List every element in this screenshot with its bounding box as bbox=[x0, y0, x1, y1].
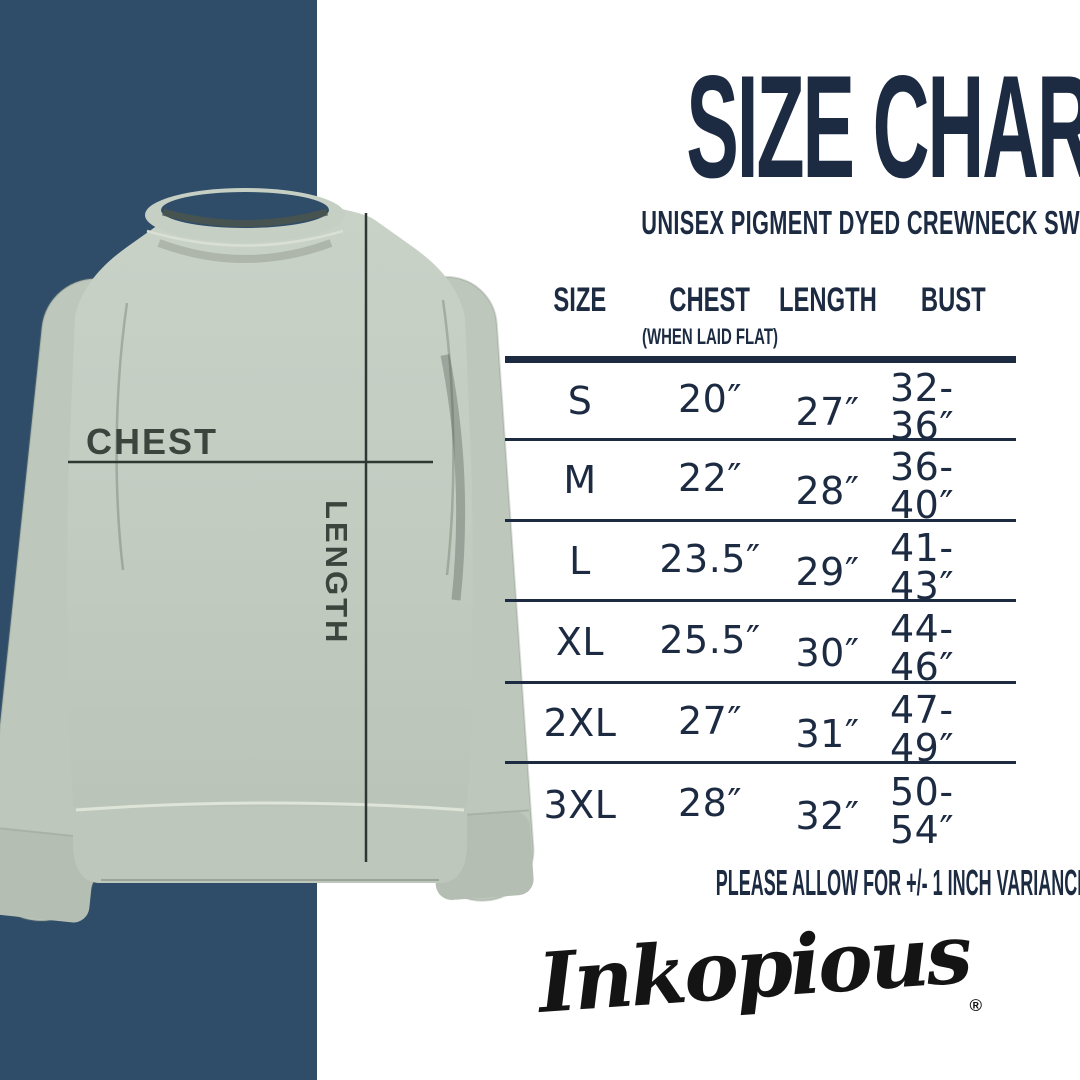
cell-length: 29″ bbox=[795, 549, 860, 594]
cell-bust: 47-49″ bbox=[890, 687, 955, 770]
cell-length: 28″ bbox=[795, 469, 860, 513]
sweatshirt-photo bbox=[0, 188, 535, 923]
cell-length: 27″ bbox=[795, 389, 860, 434]
table-row: XL 25.5″ 30″ 44-46″ bbox=[505, 602, 1016, 689]
header-size: SIZE bbox=[553, 281, 607, 319]
cell-size: S bbox=[567, 378, 593, 423]
table-row: S 20″ 27″ 32-36″ bbox=[505, 363, 1016, 445]
cell-length: 31″ bbox=[795, 711, 860, 756]
table-row: M 22″ 28″ 36-40″ bbox=[505, 441, 1016, 527]
cell-chest: 25.5″ bbox=[659, 617, 761, 662]
cell-chest: 20″ bbox=[677, 376, 743, 421]
waistband bbox=[73, 801, 467, 883]
cell-chest: 27″ bbox=[677, 698, 743, 743]
header-length: LENGTH bbox=[778, 281, 877, 319]
cell-size: 3XL bbox=[543, 783, 617, 827]
cell-chest: 23.5″ bbox=[659, 536, 761, 581]
cell-length: 30″ bbox=[795, 630, 860, 675]
variance-note: PLEASE ALLOW FOR +/- 1 INCH VARIANCE IN … bbox=[715, 862, 1080, 903]
size-table: S 20″ 27″ 32-36″ M 22″ 28″ 36-40″ L 23.5… bbox=[505, 363, 1016, 852]
cell-size: 2XL bbox=[543, 700, 617, 745]
cell-size: M bbox=[563, 458, 597, 502]
table-header-rule bbox=[505, 356, 1016, 363]
cell-chest: 22″ bbox=[677, 456, 743, 500]
header-bust: BUST bbox=[920, 281, 986, 319]
cell-size: XL bbox=[555, 619, 605, 664]
cell-bust: 41-43″ bbox=[890, 525, 955, 608]
registered-mark: ® bbox=[969, 996, 982, 1015]
chest-note: (WHEN LAID FLAT) bbox=[642, 324, 778, 349]
header-chest: CHEST bbox=[669, 281, 751, 319]
brand-script: Inkopious bbox=[535, 906, 973, 1032]
shirt-body bbox=[67, 199, 473, 883]
cell-bust: 32-36″ bbox=[890, 365, 955, 448]
chest-measure-label: CHEST bbox=[86, 421, 219, 462]
cell-chest: 28″ bbox=[677, 781, 743, 825]
cell-bust: 50-54″ bbox=[890, 770, 955, 852]
table-row: L 23.5″ 29″ 41-43″ bbox=[505, 522, 1016, 608]
cell-length: 32″ bbox=[795, 794, 860, 838]
cell-size: L bbox=[569, 538, 591, 583]
page-subtitle: UNISEX PIGMENT DYED CREWNECK SWEATSHIRT bbox=[641, 204, 1080, 241]
length-measure-label: LENGTH bbox=[319, 500, 354, 646]
collar bbox=[145, 188, 345, 263]
cell-bust: 44-46″ bbox=[890, 606, 955, 689]
inkopious-logo: Inkopious® bbox=[510, 906, 1010, 1032]
table-row: 3XL 28″ 32″ 50-54″ bbox=[505, 764, 1016, 852]
size-table-header: SIZE CHEST LENGTH BUST bbox=[505, 281, 1016, 319]
cell-bust: 36-40″ bbox=[890, 445, 955, 527]
table-row: 2XL 27″ 31″ 47-49″ bbox=[505, 684, 1016, 770]
page-title: SIZE CHART bbox=[686, 45, 1080, 208]
